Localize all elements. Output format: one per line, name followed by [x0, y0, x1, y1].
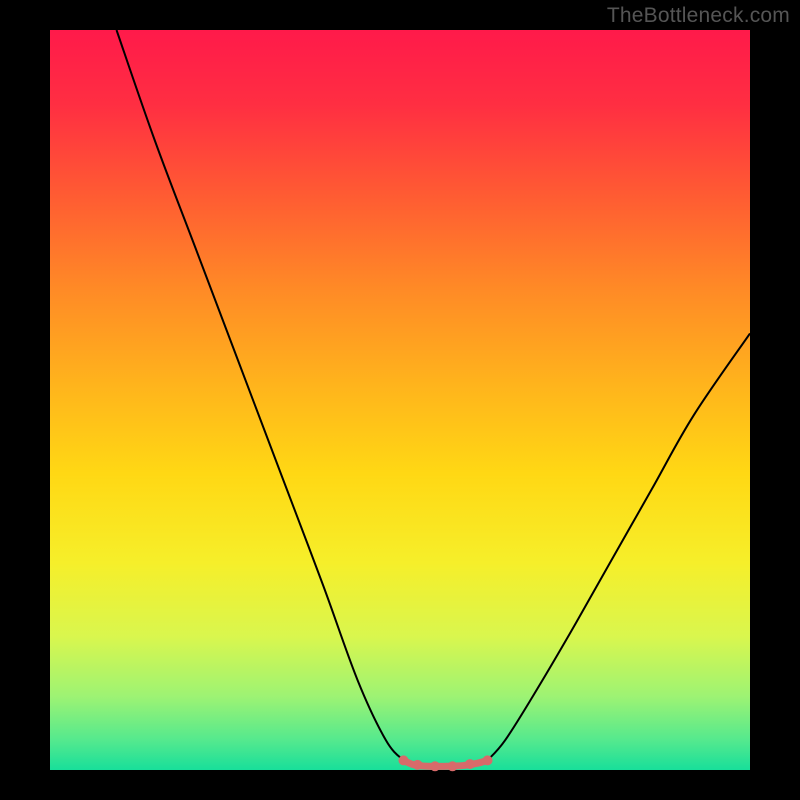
valley-marker [430, 761, 440, 771]
valley-marker [448, 761, 458, 771]
watermark-text: TheBottleneck.com [607, 4, 790, 28]
valley-marker [413, 760, 423, 770]
valley-marker [399, 755, 409, 765]
valley-marker [483, 755, 493, 765]
chart-container: TheBottleneck.com [0, 0, 800, 800]
bottleneck-chart [0, 0, 800, 800]
valley-marker [465, 759, 475, 769]
